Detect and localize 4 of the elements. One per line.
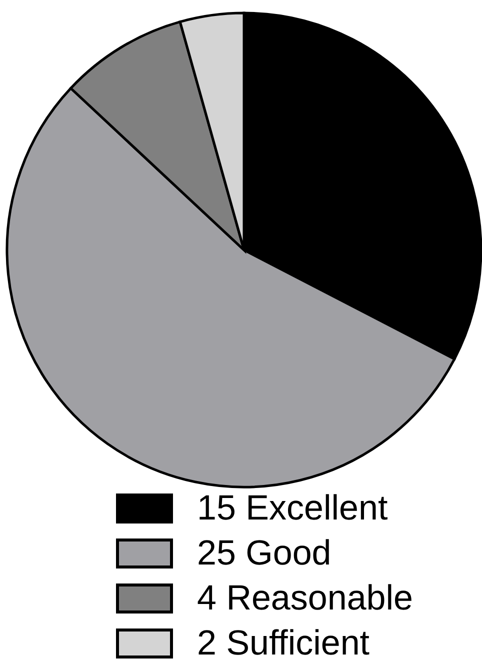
legend-label: 25 Good [197, 534, 332, 572]
legend-label: 4 Reasonable [197, 578, 413, 618]
legend-label: 2 Sufficient [197, 624, 370, 662]
legend-label: 15 Excellent [197, 488, 388, 528]
